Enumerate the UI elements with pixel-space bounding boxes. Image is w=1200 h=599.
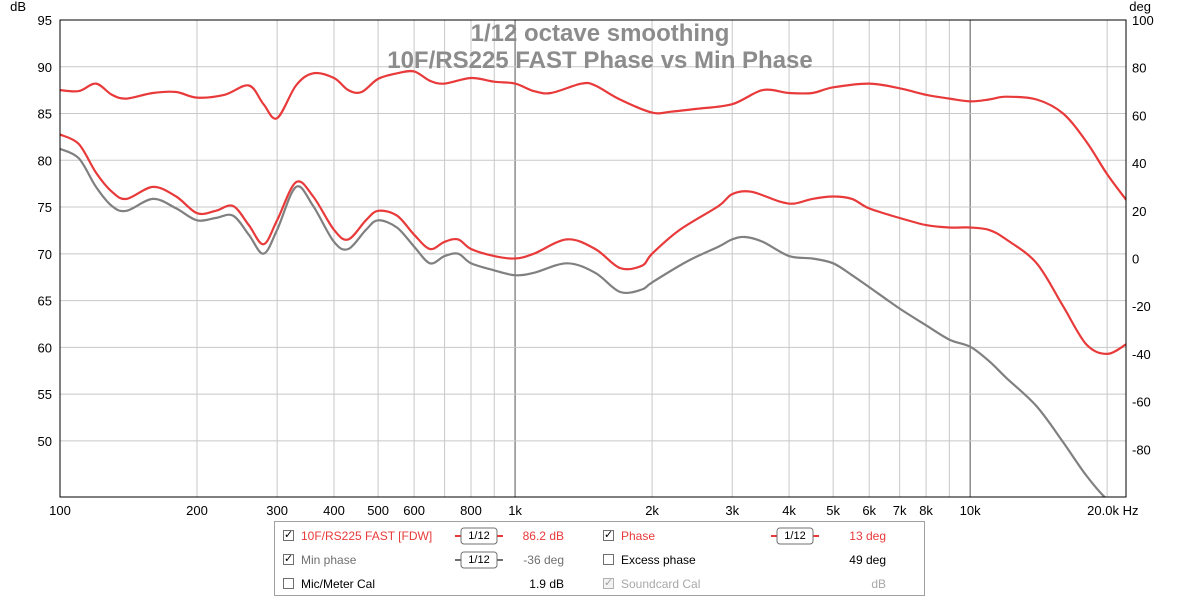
x-tick-label: 3k [725,503,739,518]
x-tick-label: 200 [186,503,208,518]
y-right-tick-label: 0 [1132,252,1139,267]
y-left-tick-label: 50 [38,434,52,449]
x-tick-label: 8k [919,503,933,518]
y-right-tick-label: -60 [1132,395,1151,410]
legend-row: ✓ 10F/RS225 FAST [FDW] 1/12 86.2 dB ✓ Ph… [275,526,924,546]
x-tick-label: 600 [403,503,425,518]
excess-phase-label: Excess phase [621,553,696,567]
series-layer [60,69,1126,497]
frequency-response-chart: 100 200 300 400 500 600 800 1k 2k 3k 4k 5k 6k 7k 8k 10k… [10,0,1154,518]
plot-area [60,20,1126,497]
x-tick-label: 2k [645,503,659,518]
x-tick-label: 1k [508,503,522,518]
series-line-phase [60,133,1126,355]
soundcard-cal-label: Soundcard Cal [621,577,701,591]
chart-subtitle: 10F/RS225 FAST Phase vs Min Phase [387,47,813,74]
mic-cal-label: Mic/Meter Cal [301,577,376,591]
y-left-tick-label: 55 [38,387,52,402]
plot-border [59,19,1127,498]
y-left-tick-label: 60 [38,340,52,355]
soundcard-cal-checkbox: ✓ [603,577,614,589]
tick-labels: 100 200 300 400 500 600 800 1k 2k 3k 4k 5k 6k 7k 8k 10k… [38,13,1154,518]
legend-row: Mic/Meter Cal 1.9 dB ✓ Soundcard Cal dB [275,574,924,594]
spl-value: 86.2 dB [522,529,564,543]
y-left-tick-label: 70 [38,247,52,262]
phase-smoothing-label: 1/12 [784,530,806,542]
min-phase-checkbox[interactable]: ✓ [283,553,294,565]
y-right-tick-label: 100 [1132,13,1154,28]
soundcard-cal-value: dB [871,577,886,591]
phase-checkbox[interactable]: ✓ [603,529,614,541]
right-axis-unit: deg [1129,0,1151,14]
spl-smoothing-label: 1/12 [468,530,490,542]
legend-row: ✓ Min phase 1/12 -36 deg Excess phase 49… [275,550,924,570]
x-tick-label: 10k [960,503,981,518]
x-tick-label: 5k [826,503,840,518]
x-tick-label: 100 [49,503,71,518]
series-line-min-phase [60,147,1107,497]
y-left-tick-label: 65 [38,294,52,309]
min-phase-smoothing-button[interactable]: 1/12 [455,551,503,569]
min-phase-value: -36 deg [523,553,564,567]
x-tick-label: 800 [460,503,482,518]
x-tick-label: 20.0k Hz [1087,503,1138,518]
y-right-tick-label: 40 [1132,156,1146,171]
y-right-tick-label: 20 [1132,204,1146,219]
y-left-tick-label: 90 [38,60,52,75]
mic-cal-checkbox[interactable] [283,578,294,589]
spl-checkbox[interactable]: ✓ [283,529,294,541]
y-right-tick-label: -20 [1132,299,1151,314]
y-left-tick-label: 75 [38,200,52,215]
min-phase-label: Min phase [301,553,357,567]
phase-smoothing-button[interactable]: 1/12 [771,527,819,545]
spl-smoothing-button[interactable]: 1/12 [455,527,503,545]
series-line-10f-rs225-fast-fdw [60,69,1126,201]
y-left-tick-label: 95 [38,13,52,28]
mic-cal-value: 1.9 dB [529,577,564,591]
chart-title: 1/12 octave smoothing [471,20,730,47]
x-tick-label: 300 [266,503,288,518]
legend-panel: ✓ 10F/RS225 FAST [FDW] 1/12 86.2 dB ✓ Ph… [274,521,925,596]
min-phase-smoothing-label: 1/12 [468,554,490,566]
y-right-tick-label: 60 [1132,108,1146,123]
x-tick-label: 4k [782,503,796,518]
y-right-tick-label: -80 [1132,442,1151,457]
y-right-tick-label: 80 [1132,61,1146,76]
spl-label: 10F/RS225 FAST [FDW] [301,529,433,543]
excess-phase-value: 49 deg [849,553,886,567]
excess-phase-checkbox[interactable] [603,554,614,565]
x-tick-label: 500 [367,503,389,518]
left-axis-unit: dB [10,0,26,14]
y-left-tick-label: 85 [38,107,52,122]
phase-value: 13 deg [849,529,886,543]
x-tick-label: 7k [893,503,907,518]
y-right-tick-label: -40 [1132,347,1151,362]
y-left-tick-label: 80 [38,153,52,168]
x-tick-label: 400 [323,503,345,518]
x-tick-label: 6k [862,503,876,518]
phase-label: Phase [621,529,656,543]
